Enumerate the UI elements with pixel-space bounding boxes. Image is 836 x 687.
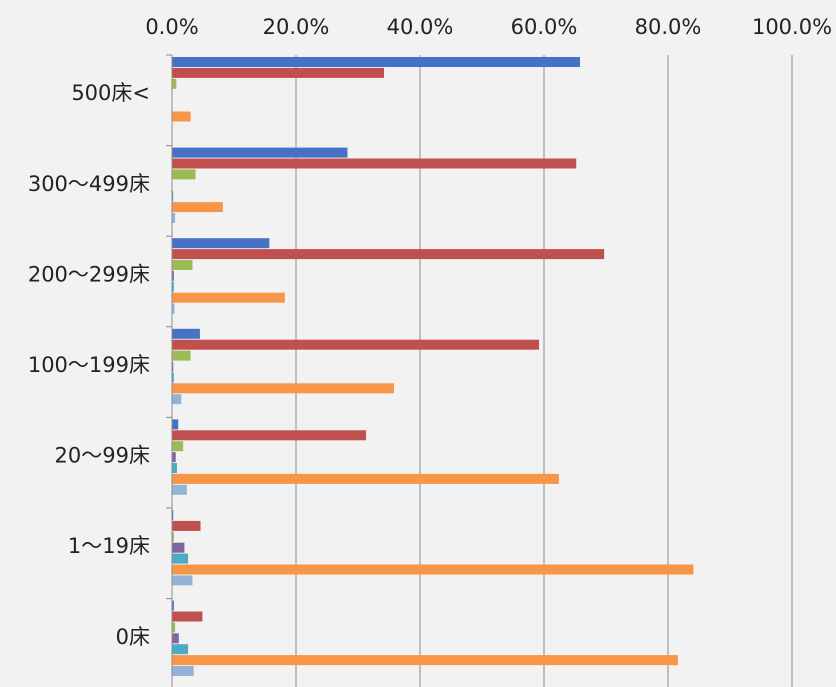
bar bbox=[172, 430, 367, 441]
bar bbox=[172, 383, 394, 394]
bar bbox=[172, 463, 177, 473]
bar bbox=[172, 484, 187, 495]
bar bbox=[172, 292, 285, 303]
bar bbox=[172, 303, 175, 314]
bar bbox=[172, 564, 694, 575]
bar bbox=[172, 372, 174, 383]
x-tick-label: 60.0% bbox=[511, 15, 578, 39]
bar bbox=[172, 394, 182, 405]
bar bbox=[172, 67, 385, 78]
bar bbox=[172, 600, 174, 611]
y-axis bbox=[166, 54, 173, 687]
bar bbox=[172, 666, 194, 676]
bar bbox=[172, 655, 678, 666]
bar bbox=[172, 644, 189, 655]
bar bbox=[172, 249, 605, 260]
bar bbox=[172, 57, 580, 67]
bar bbox=[172, 531, 174, 542]
bar bbox=[172, 553, 189, 564]
bar bbox=[172, 542, 185, 553]
bar bbox=[172, 611, 203, 622]
x-tick-label: 100.0% bbox=[752, 15, 832, 39]
category-label: 1～19床 bbox=[68, 534, 150, 558]
category-labels: 500床< 300～499床 200～299床 100～199床 20～99床 1～19床… bbox=[28, 81, 150, 649]
bar bbox=[172, 575, 193, 586]
category-label: 20～99床 bbox=[55, 444, 150, 468]
bar bbox=[172, 419, 179, 430]
x-axis-tick-labels: 0.0% 20.0% 40.0% 60.0% 80.0% 100.0% bbox=[145, 15, 832, 39]
bar bbox=[172, 270, 174, 281]
x-tick-label: 20.0% bbox=[263, 15, 330, 39]
category-label: 300～499床 bbox=[28, 172, 150, 196]
x-tick-label: 40.0% bbox=[387, 15, 454, 39]
bar bbox=[172, 158, 577, 169]
category-label: 200～299床 bbox=[28, 262, 150, 286]
bar bbox=[172, 350, 191, 361]
bar bbox=[172, 622, 176, 633]
bar bbox=[172, 520, 201, 531]
bar bbox=[172, 339, 540, 350]
bar bbox=[172, 510, 174, 520]
bar bbox=[172, 361, 174, 372]
bar bbox=[172, 473, 559, 484]
bar bbox=[172, 111, 191, 122]
bar bbox=[172, 328, 200, 339]
category-label: 100～199床 bbox=[28, 353, 150, 377]
bar bbox=[172, 281, 174, 292]
bar bbox=[172, 202, 223, 213]
bar bbox=[172, 213, 176, 223]
bar bbox=[172, 260, 193, 270]
bar bbox=[172, 147, 348, 158]
bar bbox=[172, 169, 196, 180]
bar bbox=[172, 441, 184, 452]
gridlines bbox=[295, 55, 793, 687]
bar bbox=[172, 452, 176, 463]
bar bbox=[172, 191, 174, 202]
x-tick-label: 80.0% bbox=[635, 15, 702, 39]
bar bbox=[172, 238, 270, 249]
category-label: 0床 bbox=[116, 625, 150, 649]
category-label: 500床< bbox=[71, 81, 150, 105]
bar bbox=[172, 78, 177, 89]
x-tick-label: 0.0% bbox=[145, 15, 198, 39]
bar bbox=[172, 633, 179, 644]
bars bbox=[172, 57, 694, 676]
